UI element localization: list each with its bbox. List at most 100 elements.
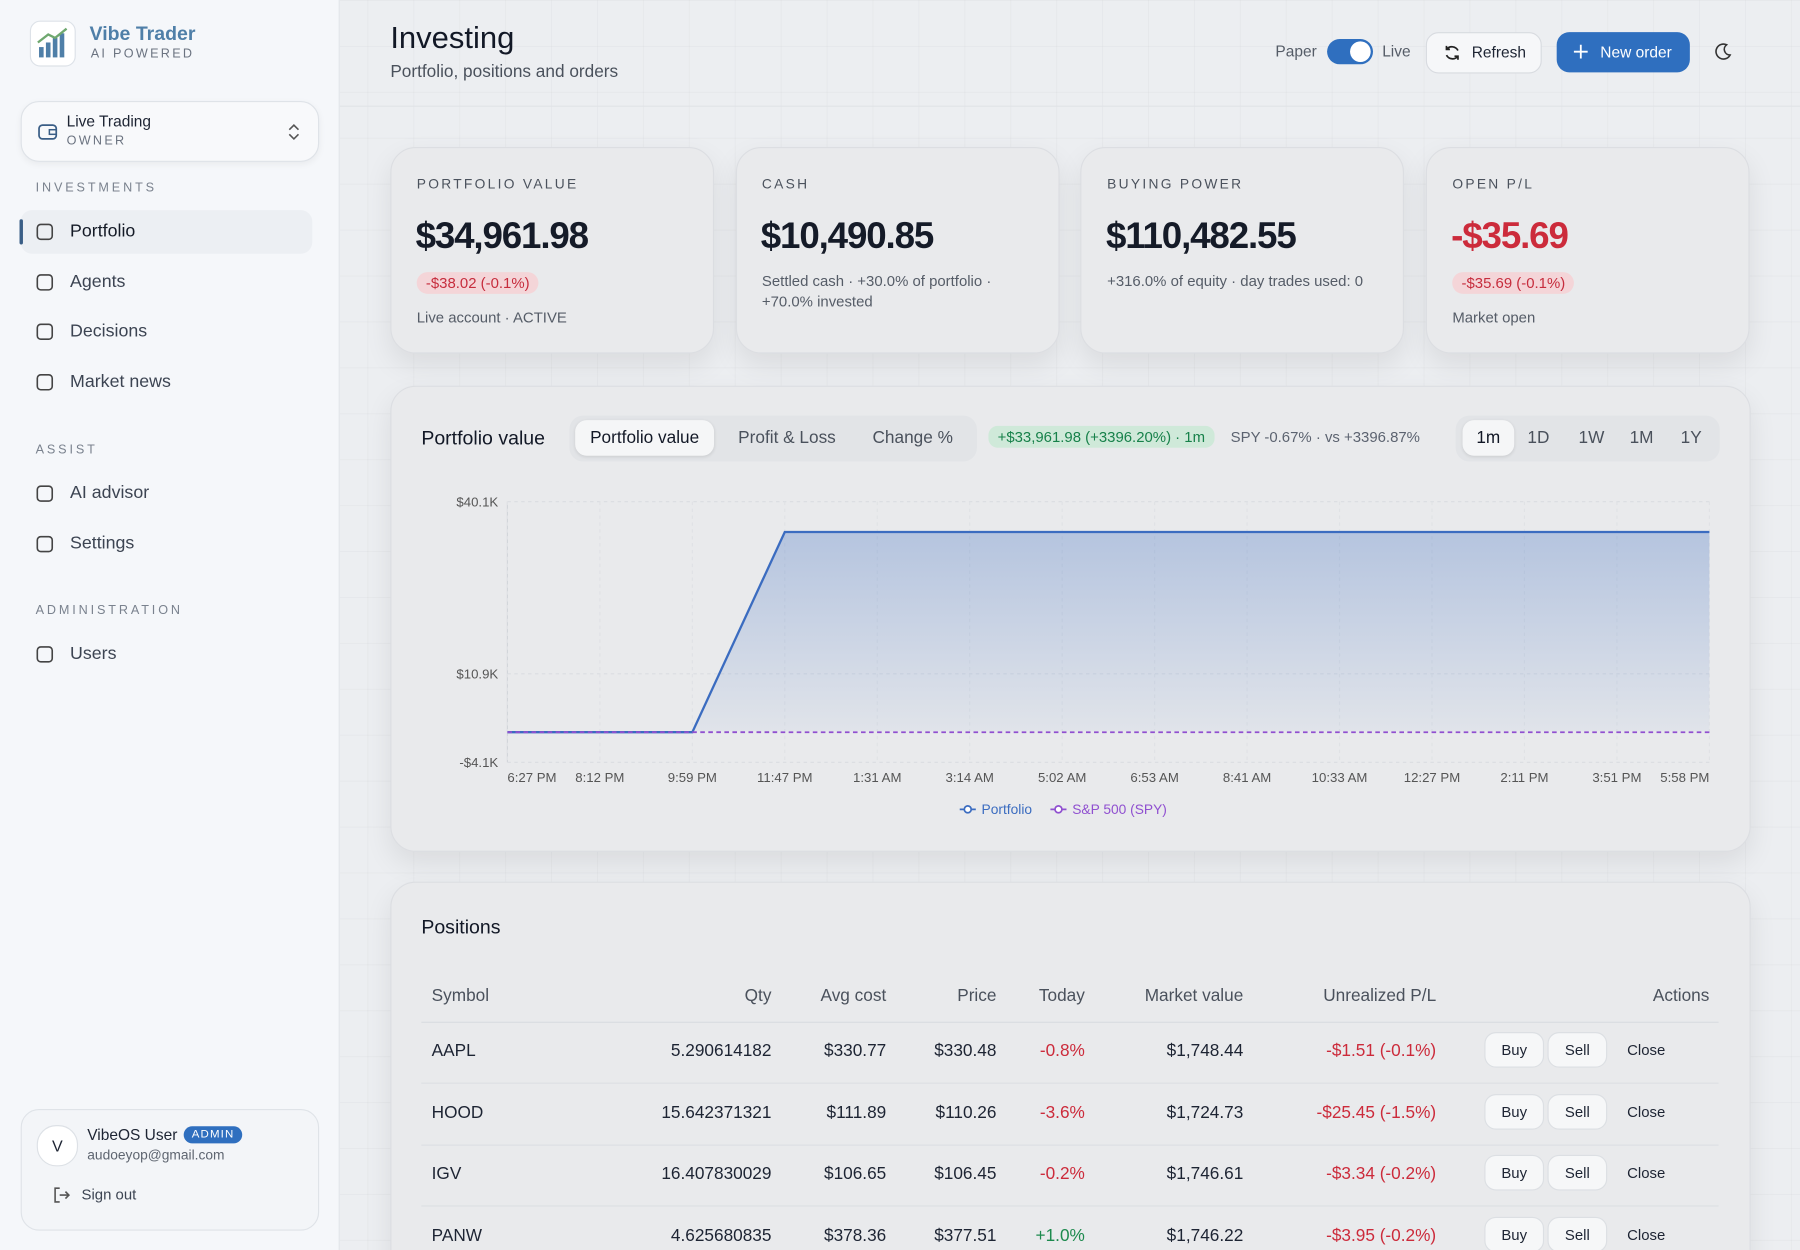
table-cell: -0.2% — [1039, 1164, 1085, 1184]
positions-card: Positions Symbol Qty Avg cost Price Today Mar… — [390, 881, 1751, 1250]
x-tick-label: 8:41 AM — [1223, 770, 1271, 785]
column-header: Today — [1038, 986, 1085, 1006]
column-header: Avg cost — [820, 986, 887, 1006]
icon-shape — [36, 323, 54, 341]
x-tick-label: 10:33 AM — [1312, 770, 1368, 785]
nav-icon — [36, 485, 54, 502]
account-role: OWNER — [66, 134, 127, 149]
nav-section: INVESTMENTS — [35, 181, 157, 196]
new-order-button[interactable]: New order — [1556, 32, 1690, 73]
row-action[interactable]: Sell — [1547, 1032, 1608, 1068]
nav-label: AI advisor — [70, 483, 150, 503]
chart-tab[interactable]: Change % — [872, 428, 953, 448]
range-tab[interactable]: 1M — [1629, 428, 1654, 448]
x-tick-label: 3:51 PM — [1592, 770, 1641, 785]
x-tick-label: 6:53 AM — [1130, 770, 1178, 785]
nav-item[interactable]: Decisions — [21, 310, 313, 354]
stat-value: $34,961.98 — [415, 214, 590, 257]
row-rule — [421, 1205, 1719, 1207]
summary-badge: +$33,961.98 (+3396.20%) · 1m — [988, 425, 1215, 448]
nav-item[interactable]: Settings — [21, 522, 313, 566]
row-action[interactable]: Buy — [1484, 1154, 1545, 1191]
stat-badge: -$38.02 (-0.1%) — [416, 272, 539, 294]
live-label: Live — [1382, 42, 1411, 60]
benchmark: SPY -0.67% · vs +3396.87% — [1230, 428, 1420, 446]
positions-title: Positions — [421, 916, 501, 938]
table-cell: 4.625680835 — [670, 1225, 772, 1246]
legend-label: S&P 500 (SPY) — [1072, 802, 1167, 817]
row-action[interactable]: Sell — [1547, 1216, 1608, 1250]
table-cell: -$3.34 (-0.2%) — [1326, 1164, 1437, 1184]
x-tick-label: 11:47 PM — [757, 770, 812, 785]
nav-item[interactable]: Users — [21, 633, 313, 677]
x-tick-label: 1:31 AM — [853, 770, 901, 785]
user-badge: ADMIN — [183, 1126, 243, 1144]
account-name: Live Trading — [66, 112, 152, 130]
range-tab[interactable]: 1Y — [1680, 428, 1702, 448]
x-tick-label: 5:02 AM — [1038, 770, 1086, 785]
nav-section: ADMINISTRATION — [35, 604, 183, 618]
legend-dot — [1054, 805, 1063, 814]
row-action[interactable]: Buy — [1484, 1093, 1545, 1130]
row-action[interactable]: Buy — [1484, 1216, 1545, 1250]
stat-card: OPEN P/L -$35.69 -$35.69 (-0.1%) Market ope… — [1425, 146, 1750, 354]
chart-tab[interactable]: Profit & Loss — [738, 428, 836, 448]
column-header: Actions — [1652, 986, 1710, 1006]
row-action[interactable]: Close — [1627, 1225, 1666, 1243]
row-action[interactable]: Close — [1627, 1164, 1666, 1182]
icon-shape — [36, 646, 54, 663]
range-tab[interactable]: 1m — [1462, 420, 1515, 456]
table-cell: 5.290614182 — [670, 1041, 772, 1061]
range-tab[interactable]: 1D — [1527, 428, 1550, 448]
refresh-button[interactable]: Refresh — [1425, 32, 1542, 74]
stat-note: Market open — [1452, 308, 1536, 327]
page-title: Investing — [390, 20, 515, 56]
table-cell: -$3.95 (-0.2%) — [1326, 1225, 1437, 1246]
row-action[interactable]: Close — [1627, 1041, 1666, 1059]
account-switcher[interactable]: Live Trading OWNER — [20, 101, 320, 162]
nav-item[interactable]: AI advisor — [21, 472, 313, 516]
legend-item: S&P 500 (SPY) — [1050, 802, 1167, 817]
table-cell: $1,724.73 — [1166, 1102, 1244, 1123]
table-cell: 16.407830029 — [661, 1164, 772, 1184]
theme-toggle[interactable] — [1714, 42, 1732, 60]
legend-dot — [963, 805, 973, 814]
nav-item[interactable]: Agents — [21, 260, 313, 304]
table-cell: HOOD — [431, 1102, 484, 1123]
series-line — [507, 530, 1710, 734]
stat-note: Live account · ACTIVE — [416, 308, 567, 327]
column-header: Price — [957, 986, 997, 1006]
nav-item[interactable]: Portfolio — [19, 210, 313, 254]
row-action[interactable]: Sell — [1547, 1154, 1608, 1191]
stat-label: OPEN P/L — [1452, 175, 1535, 192]
tagline: AI POWERED — [90, 47, 195, 61]
row-action[interactable]: Buy — [1484, 1032, 1545, 1068]
nav-label: Portfolio — [70, 221, 136, 242]
refresh-label: Refresh — [1471, 43, 1527, 61]
stat-badge: -$35.69 (-0.1%) — [1452, 272, 1575, 294]
icon-shape — [36, 223, 54, 241]
mode-toggle[interactable] — [1327, 39, 1374, 65]
nav-label: Decisions — [70, 321, 148, 342]
nav-label: Settings — [70, 533, 135, 553]
sign-out[interactable]: Sign out — [81, 1185, 137, 1204]
nav-icon — [36, 646, 54, 663]
stat-card: CASH $10,490.85 Settled cash · +30.0% of p… — [735, 146, 1060, 354]
nav-item[interactable]: Market news — [21, 361, 313, 405]
table-cell: $106.45 — [934, 1164, 997, 1184]
range-tab[interactable]: 1W — [1578, 428, 1605, 448]
y-tick-label: $40.1K — [456, 494, 498, 509]
table-cell: +1.0% — [1035, 1225, 1085, 1246]
table-cell: PANW — [431, 1225, 483, 1246]
logo — [29, 20, 76, 67]
user-panel: V VibeOS User ADMIN audoeyop@gmail.com S… — [20, 1108, 320, 1231]
row-action[interactable]: Close — [1627, 1102, 1666, 1120]
x-tick-label: 8:12 PM — [575, 770, 624, 785]
stat-label: PORTFOLIO VALUE — [416, 175, 579, 192]
stat-label: BUYING POWER — [1107, 175, 1244, 192]
row-action[interactable]: Sell — [1547, 1093, 1608, 1130]
chart-tab[interactable]: Portfolio value — [575, 420, 715, 456]
sidebar: Vibe Trader AI POWERED Live Trading OWNE… — [0, 0, 340, 1250]
table-cell: $111.89 — [826, 1102, 887, 1123]
column-header: Symbol — [431, 986, 490, 1006]
